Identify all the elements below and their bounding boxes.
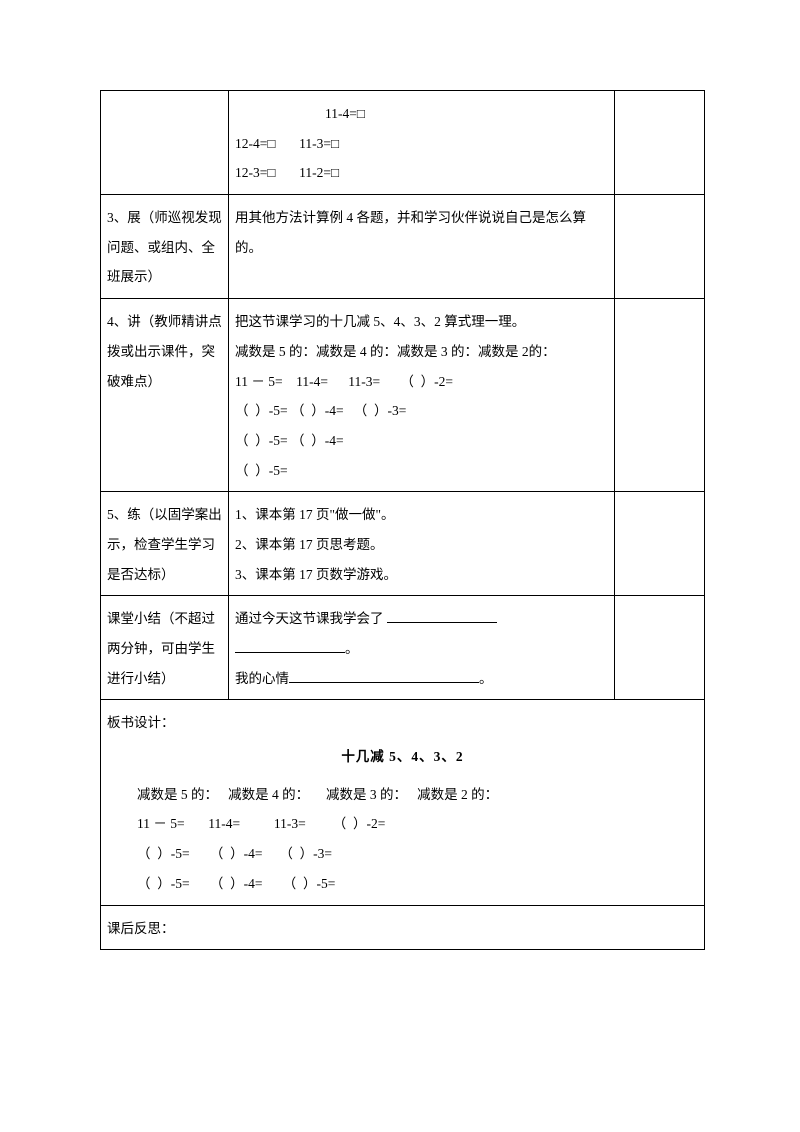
blank-underline <box>387 610 497 624</box>
table-row: 课堂小结（不超过两分钟，可由学生进行小结） 通过今天这节课我学会了 。 我的心情… <box>101 596 705 700</box>
table-row: 课后反思： <box>101 905 705 950</box>
eq: 11-3=□ <box>299 136 339 151</box>
text-line: 减数是 5 的：减数是 4 的：减数是 3 的：减数是 2的： <box>235 337 608 367</box>
step3-content: 用其他方法计算例 4 各题，并和学习伙伴说说自己是怎么算的。 <box>229 195 615 299</box>
step5-content: 1、课本第 17 页"做一做"。 2、课本第 17 页思考题。 3、课本第 17… <box>229 492 615 596</box>
eq-line: 12-4=□ 11-3=□ <box>235 129 608 159</box>
eq: 12-3=□ <box>235 165 276 180</box>
text: 。 <box>345 641 359 656</box>
reflection-cell: 课后反思： <box>101 905 705 950</box>
eq-line: 12-3=□ 11-2=□ <box>235 158 608 188</box>
board-row: （ ）-5= （ ）-4= （ ）-3= <box>107 839 698 869</box>
step3-label: 3、展（师巡视发现问题、或组内、全班展示） <box>101 195 229 299</box>
table-row: 3、展（师巡视发现问题、或组内、全班展示） 用其他方法计算例 4 各题，并和学习… <box>101 195 705 299</box>
eq-line: 11 － 5= 11-4= 11-3= （ ）-2= <box>235 367 608 397</box>
board-design-cell: 板书设计： 十几减 5、4、3、2 减数是 5 的： 减数是 4 的： 减数是 … <box>101 700 705 905</box>
table-row: 5、练（以固学案出示，检查学生学习是否达标） 1、课本第 17 页"做一做"。 … <box>101 492 705 596</box>
blank-underline <box>289 669 479 683</box>
text-line: 3、课本第 17 页数学游戏。 <box>235 560 608 590</box>
summary-content: 通过今天这节课我学会了 。 我的心情 。 <box>229 596 615 700</box>
cell-blank <box>101 91 229 195</box>
board-title: 十几减 5、4、3、2 <box>107 742 698 772</box>
page-container: 11-4=□ 12-4=□ 11-3=□ 12-3=□ 11-2=□ 3、展（师… <box>0 0 800 990</box>
eq: 12-4=□ <box>235 136 276 151</box>
text: 。 <box>479 671 493 686</box>
text-line: 2、课本第 17 页思考题。 <box>235 530 608 560</box>
text-line: 通过今天这节课我学会了 <box>235 604 608 634</box>
step4-label: 4、讲（教师精讲点拨或出示课件，突破难点） <box>101 299 229 492</box>
blank-underline <box>235 640 345 654</box>
summary-label: 课堂小结（不超过两分钟，可由学生进行小结） <box>101 596 229 700</box>
cell-blank <box>615 492 705 596</box>
text-line: 1、课本第 17 页"做一做"。 <box>235 500 608 530</box>
text: 通过今天这节课我学会了 <box>235 611 387 626</box>
table-row: 11-4=□ 12-4=□ 11-3=□ 12-3=□ 11-2=□ <box>101 91 705 195</box>
cell-blank <box>615 299 705 492</box>
lesson-table: 11-4=□ 12-4=□ 11-3=□ 12-3=□ 11-2=□ 3、展（师… <box>100 90 705 950</box>
cell-eq-block: 11-4=□ 12-4=□ 11-3=□ 12-3=□ 11-2=□ <box>229 91 615 195</box>
board-headers: 减数是 5 的： 减数是 4 的： 减数是 3 的： 减数是 2 的： <box>107 780 698 810</box>
eq-line: （ ）-5= （ ）-4= <box>235 426 608 456</box>
board-row: （ ）-5= （ ）-4= （ ）-5= <box>107 869 698 899</box>
cell-blank <box>615 596 705 700</box>
eq-line: 11-4=□ <box>235 99 608 129</box>
cell-blank <box>615 195 705 299</box>
eq-line: （ ）-5= （ ）-4= （ ）-3= <box>235 396 608 426</box>
table-row: 板书设计： 十几减 5、4、3、2 减数是 5 的： 减数是 4 的： 减数是 … <box>101 700 705 905</box>
step4-content: 把这节课学习的十几减 5、4、3、2 算式理一理。 减数是 5 的：减数是 4 … <box>229 299 615 492</box>
table-row: 4、讲（教师精讲点拨或出示课件，突破难点） 把这节课学习的十几减 5、4、3、2… <box>101 299 705 492</box>
board-row: 11 － 5= 11-4= 11-3= （ ）-2= <box>107 809 698 839</box>
board-label: 板书设计： <box>107 708 698 738</box>
cell-blank <box>615 91 705 195</box>
eq-line: （ ）-5= <box>235 456 608 486</box>
eq: 11-2=□ <box>299 165 339 180</box>
step5-label: 5、练（以固学案出示，检查学生学习是否达标） <box>101 492 229 596</box>
text-line: 。 <box>235 634 608 664</box>
text: 我的心情 <box>235 671 289 686</box>
text-line: 我的心情 。 <box>235 664 608 694</box>
text-line: 把这节课学习的十几减 5、4、3、2 算式理一理。 <box>235 307 608 337</box>
